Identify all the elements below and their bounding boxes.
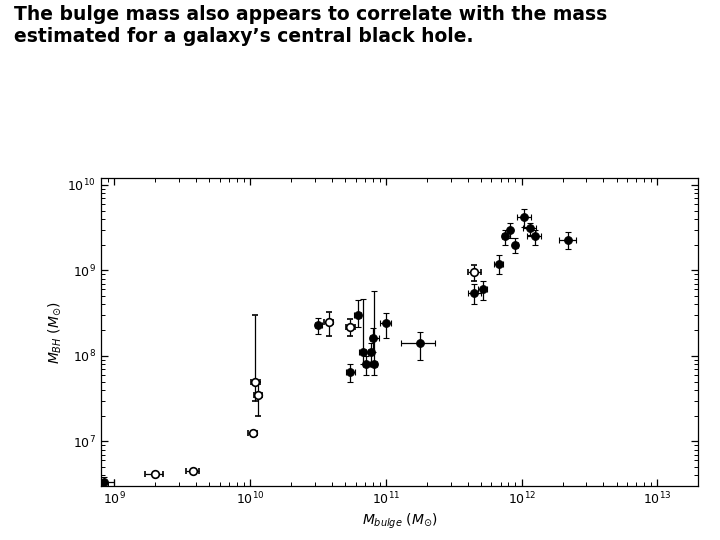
Y-axis label: $M_{BH}$ $(M_{\odot})$: $M_{BH}$ $(M_{\odot})$: [47, 301, 63, 363]
X-axis label: $M_{bulge}$ $(M_{\odot})$: $M_{bulge}$ $(M_{\odot})$: [361, 511, 438, 531]
Text: The bulge mass also appears to correlate with the mass
estimated for a galaxy’s : The bulge mass also appears to correlate…: [14, 5, 608, 46]
